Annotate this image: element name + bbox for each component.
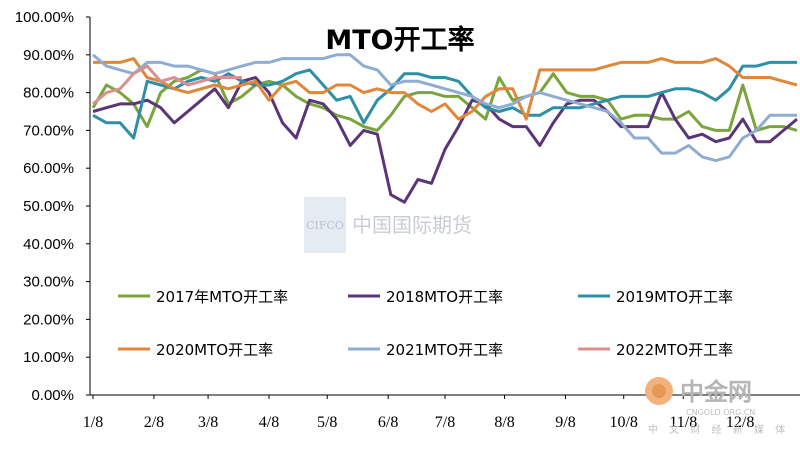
x-tick-label: 1/8 bbox=[83, 414, 103, 431]
y-tick-label: 0.00% bbox=[31, 387, 74, 404]
series-lines bbox=[91, 53, 798, 204]
legend: 2017年MTO开工率 2018MTO开工率 2019MTO开工率 2020MTO开工… bbox=[118, 288, 733, 359]
cifco-watermark: CIFCO 中国国际期货 bbox=[304, 197, 472, 253]
x-tick-label: 2/8 bbox=[144, 414, 164, 431]
y-tick-label: 10.00% bbox=[23, 349, 74, 366]
logo-url: CNGOLD.ORG.CN bbox=[686, 408, 755, 417]
x-tick-labels: 1/8 2/8 3/8 4/8 5/8 6/8 7/8 8/8 9/8 10/8 11/8 12/8 bbox=[83, 395, 754, 431]
y-tick-label: 60.00% bbox=[23, 160, 74, 177]
legend-label: 2017年MTO开工率 bbox=[156, 288, 288, 306]
logo-tagline: 中 文 财 经 新 媒 体 bbox=[648, 423, 789, 436]
y-tick-label: 100.00% bbox=[15, 9, 74, 26]
chart-title: MTO开工率 bbox=[325, 24, 474, 56]
x-tick-label: 12/8 bbox=[726, 414, 754, 431]
y-tick-label: 40.00% bbox=[23, 236, 74, 253]
series-line-5 bbox=[92, 64, 242, 106]
y-tick-label: 80.00% bbox=[23, 85, 74, 102]
y-tick-labels: 0.00% 10.00% 20.00% 30.00% 40.00% 50.00% 60.00… bbox=[15, 9, 90, 404]
series-line-2 bbox=[92, 60, 797, 140]
y-tick-label: 30.00% bbox=[23, 274, 74, 291]
series-line-1 bbox=[92, 76, 798, 204]
x-tick-label: 8/8 bbox=[494, 414, 514, 431]
x-tick-label: 3/8 bbox=[198, 414, 218, 431]
watermark-logo-text: CIFCO bbox=[306, 219, 344, 232]
watermark-text: 中国国际期货 bbox=[352, 213, 472, 237]
x-tick-label: 7/8 bbox=[435, 414, 455, 431]
zhongjinwang-logo: 中金网 CNGOLD.ORG.CN 中 文 财 经 新 媒 体 bbox=[645, 377, 789, 436]
y-tick-label: 90.00% bbox=[23, 47, 74, 64]
x-tick-label: 9/8 bbox=[555, 414, 575, 431]
x-tick-label: 10/8 bbox=[609, 414, 637, 431]
x-tick-label: 5/8 bbox=[317, 414, 337, 431]
x-tick-label: 11/8 bbox=[669, 414, 697, 431]
legend-label: 2020MTO开工率 bbox=[156, 341, 273, 359]
y-tick-label: 50.00% bbox=[23, 198, 74, 215]
x-tick-label: 6/8 bbox=[378, 414, 398, 431]
legend-label: 2019MTO开工率 bbox=[616, 288, 733, 306]
legend-label: 2022MTO开工率 bbox=[616, 341, 733, 359]
series-line-3 bbox=[93, 57, 798, 121]
legend-label: 2018MTO开工率 bbox=[386, 288, 503, 306]
x-tick-label: 4/8 bbox=[259, 414, 279, 431]
logo-name: 中金网 bbox=[680, 378, 752, 406]
y-tick-label: 20.00% bbox=[23, 311, 74, 328]
legend-label: 2021MTO开工率 bbox=[386, 341, 503, 359]
y-tick-label: 70.00% bbox=[23, 122, 74, 139]
series-line-4 bbox=[92, 53, 797, 163]
